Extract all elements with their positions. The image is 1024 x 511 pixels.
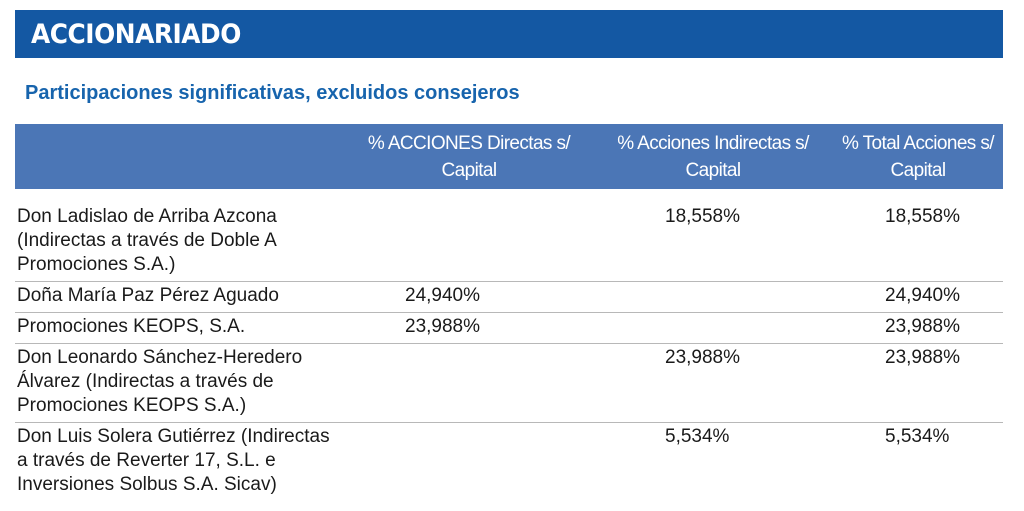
- total-percent: 23,988%: [833, 312, 1003, 344]
- total-percent: 18,558%: [833, 189, 1003, 282]
- direct-percent: [345, 189, 593, 282]
- indirect-percent: 23,988%: [593, 343, 833, 423]
- indirect-percent: [593, 312, 833, 344]
- holder-name: Doña María Paz Pérez Aguado: [15, 281, 345, 313]
- direct-percent: 24,940%: [345, 281, 593, 313]
- shareholding-table: % ACCIONES Directas s/ Capital % Accione…: [15, 124, 1003, 501]
- table-row: Promociones KEOPS, S.A. 23,988% 23,988%: [15, 312, 1003, 344]
- holder-name: Don Luis Solera Gutiérrez (Indirectas a …: [17, 426, 330, 495]
- header-holder: [15, 124, 345, 189]
- total-percent: 24,940%: [833, 281, 1003, 313]
- direct-percent: [345, 423, 593, 502]
- holder-name: Don Leonardo Sánchez-Heredero Álvarez (I…: [15, 343, 345, 423]
- table-row: Don Leonardo Sánchez-Heredero Álvarez (I…: [15, 343, 1003, 423]
- header-total-shares: % Total Acciones s/ Capital: [842, 132, 995, 181]
- table-header-row: % ACCIONES Directas s/ Capital % Accione…: [15, 124, 1003, 189]
- table-row: Doña María Paz Pérez Aguado 24,940% 24,9…: [15, 281, 1003, 313]
- total-percent: 5,534%: [885, 426, 950, 447]
- total-percent: 23,988%: [833, 343, 1003, 423]
- holder-name: Promociones KEOPS, S.A.: [15, 312, 345, 344]
- indirect-percent: 18,558%: [593, 189, 833, 282]
- header-indirect-shares: % Acciones Indirectas s/ Capital: [617, 132, 809, 181]
- section-title: Participaciones significativas, excluido…: [25, 82, 520, 104]
- direct-percent: 23,988%: [345, 312, 593, 344]
- indirect-percent: 5,534%: [665, 426, 730, 447]
- header-direct-shares: % ACCIONES Directas s/ Capital: [367, 132, 571, 181]
- holder-name: Don Ladislao de Arriba Azcona (Indirecta…: [15, 189, 345, 282]
- table-row: Don Luis Solera Gutiérrez (Indirectas a …: [15, 423, 1003, 502]
- direct-percent: [345, 343, 593, 423]
- section-banner: ACCIONARIADO: [15, 10, 1003, 58]
- banner-title: ACCIONARIADO: [31, 18, 241, 50]
- table-row: Don Ladislao de Arriba Azcona (Indirecta…: [15, 189, 1003, 282]
- indirect-percent: [593, 281, 833, 313]
